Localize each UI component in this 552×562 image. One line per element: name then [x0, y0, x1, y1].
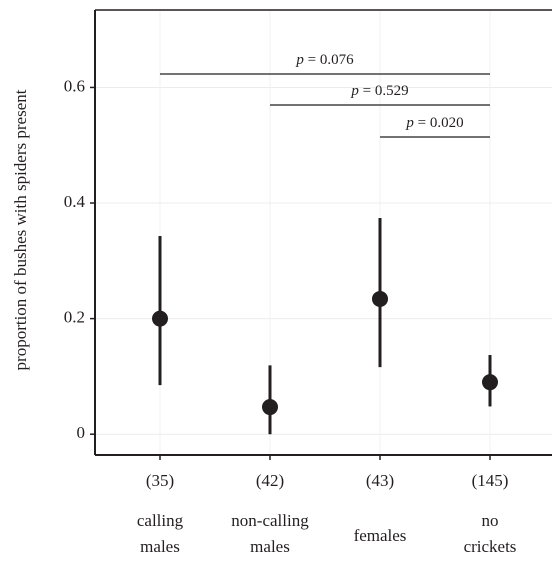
y-axis-label: proportion of bushes with spiders presen… [11, 89, 30, 370]
point [152, 310, 168, 327]
point [372, 290, 388, 307]
point [482, 374, 498, 391]
p-value: = 0.076 [304, 52, 354, 68]
comparison-label: p = 0.529 [350, 83, 408, 99]
p-value: = 0.529 [359, 83, 409, 99]
x-tick-label: females [354, 526, 407, 545]
x-tick-label: males [250, 537, 290, 556]
y-tick-label: 0.2 [64, 308, 85, 327]
p-symbol: p [295, 52, 304, 68]
x-tick-label: calling [137, 511, 184, 530]
comparison-label: p = 0.020 [405, 115, 463, 131]
y-tick-label: 0.4 [64, 192, 86, 211]
y-tick-label: 0.6 [64, 76, 85, 95]
x-tick-label: crickets [464, 537, 517, 556]
x-tick-label: no [482, 511, 499, 530]
count-label: (42) [256, 471, 284, 490]
count-label: (145) [472, 471, 509, 490]
x-tick-label: males [140, 537, 180, 556]
p-symbol: p [350, 83, 359, 99]
comparison-label: p = 0.076 [295, 52, 354, 68]
count-label: (43) [366, 471, 394, 490]
x-tick-label: non-calling [231, 511, 309, 530]
point [262, 399, 278, 416]
count-label: (35) [146, 471, 174, 490]
p-value: = 0.020 [414, 115, 464, 131]
y-tick-label: 0 [77, 423, 86, 442]
p-symbol: p [405, 115, 414, 131]
